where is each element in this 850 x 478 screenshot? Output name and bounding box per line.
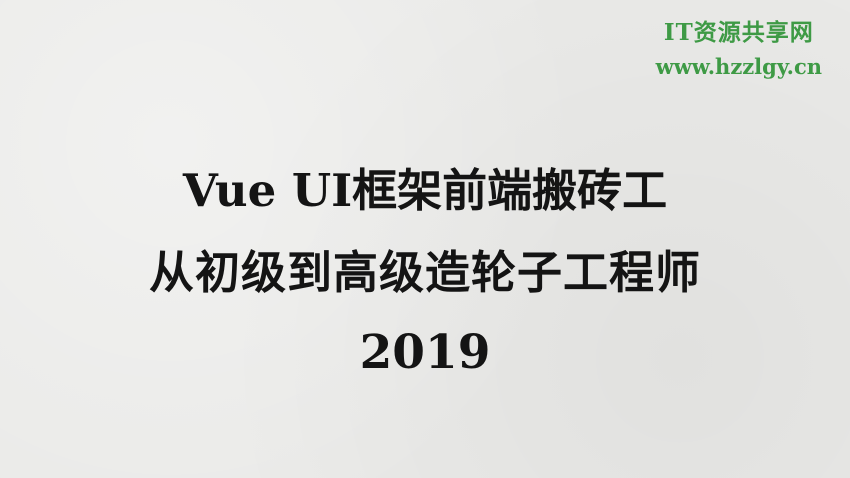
watermark-site-name: IT资源共享网 (663, 19, 814, 46)
title-line-1: Vue UI框架前端搬砖工 (182, 164, 668, 217)
site-watermark: IT资源共享网 www.hzzlgy.cn (656, 18, 822, 82)
watermark-url-line: www.hzzlgy.cn (656, 52, 822, 82)
title-line-2: 从初级到高级造轮子工程师 (148, 246, 701, 299)
watermark-url: www.hzzlgy.cn (655, 54, 822, 79)
title-year: 2019 (359, 325, 491, 380)
